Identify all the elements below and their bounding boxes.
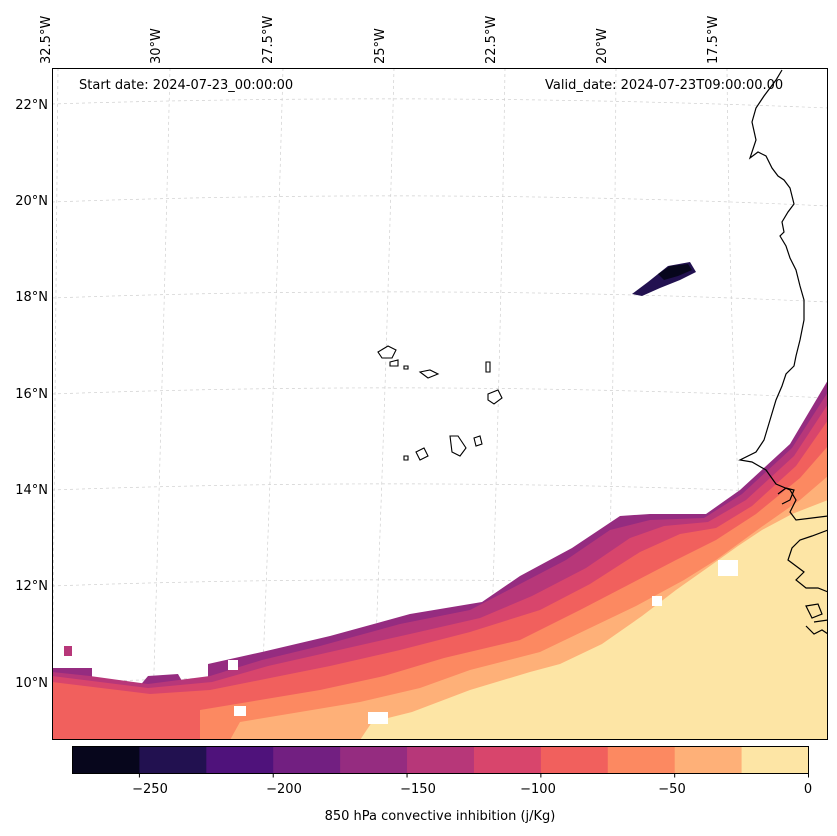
colorbar-cell [607,746,676,774]
colorbar-cell [540,746,609,774]
colorbar-tick-label: −200 [266,782,302,797]
island-outline [403,365,409,370]
colorbar-tick-label: −250 [132,782,168,797]
cin-gap [368,712,388,724]
cin-contour-25 [360,500,828,740]
lat-tick-label: 16°N [15,387,48,402]
lon-tick-label: 32.5°W [39,15,54,64]
lon-tick-label: 25°W [373,28,388,64]
colorbar-tick-label: −150 [400,782,436,797]
graticule-parallel [52,387,828,399]
colorbar-cell [72,746,140,774]
cin-band [52,380,828,740]
lon-tick-label: 27.5°W [261,15,276,64]
cin-patch [64,646,72,656]
colorbar-frame [72,746,809,774]
lat-tick-label: 22°N [15,98,48,113]
coastline-bijagos [805,603,823,619]
island-outline [418,369,440,379]
colorbar [72,746,809,778]
colorbar-title: 850 hPa convective inhibition (j/Kg) [324,809,556,824]
cape-verde-islands [377,345,503,461]
coastline-west-africa [738,69,828,521]
graticule-parallel [52,98,828,109]
cin-contour-275 [658,264,692,280]
start-date-label: Start date: 2024-07-23_00:00:00 [79,78,294,93]
coastline-gambia [777,487,795,505]
island-outline [415,447,429,461]
lat-tick-label: 12°N [15,579,48,594]
lon-tick-label: 17.5°W [706,15,721,64]
island-outline [485,361,491,373]
colorbar-tick-label: −100 [520,782,556,797]
island-outline [473,435,483,447]
colorbar-cell [741,746,809,774]
graticule-parallel [52,579,828,591]
coastline [738,69,828,635]
colorbar-cell [206,746,274,774]
colorbar-tick-label: −50 [658,782,686,797]
colorbar-cell [674,746,743,774]
island-outline [403,455,409,461]
lat-tick-label: 14°N [15,483,48,498]
graticule-parallel [52,291,828,303]
cin-strong-patch [632,262,696,296]
island-outline [377,345,397,359]
lon-tick-label: 30°W [149,28,164,64]
colorbar-cell [273,746,341,774]
island-outline [487,389,503,405]
island-outline [449,435,467,457]
colorbar-cell [407,746,475,774]
colorbar-cell [473,746,542,774]
colorbar-cell [139,746,207,774]
valid-date-label: Valid_date: 2024-07-23T09:00:00.00 [545,78,784,93]
lat-tick-label: 10°N [15,676,48,691]
graticule-meridian [151,68,171,740]
colorbar-cell [340,746,408,774]
graticule-meridian [259,68,284,740]
lon-tick-label: 20°W [595,28,610,64]
cin-gap [652,596,662,606]
lat-tick-label: 18°N [15,290,48,305]
graticule-parallel [52,483,828,495]
cin-gap [234,706,246,716]
map-panel [52,68,828,740]
graticule-parallel [52,195,828,207]
cin-gap [718,560,738,576]
island-outline [389,359,399,367]
lon-tick-label: 22.5°W [484,15,499,64]
cin-gap [228,660,238,670]
map-frame [52,68,828,740]
colorbar-tick-label: 0 [803,782,813,797]
coastline-south [805,619,828,635]
coastline-guinea [787,529,828,593]
lat-tick-label: 20°N [15,194,48,209]
